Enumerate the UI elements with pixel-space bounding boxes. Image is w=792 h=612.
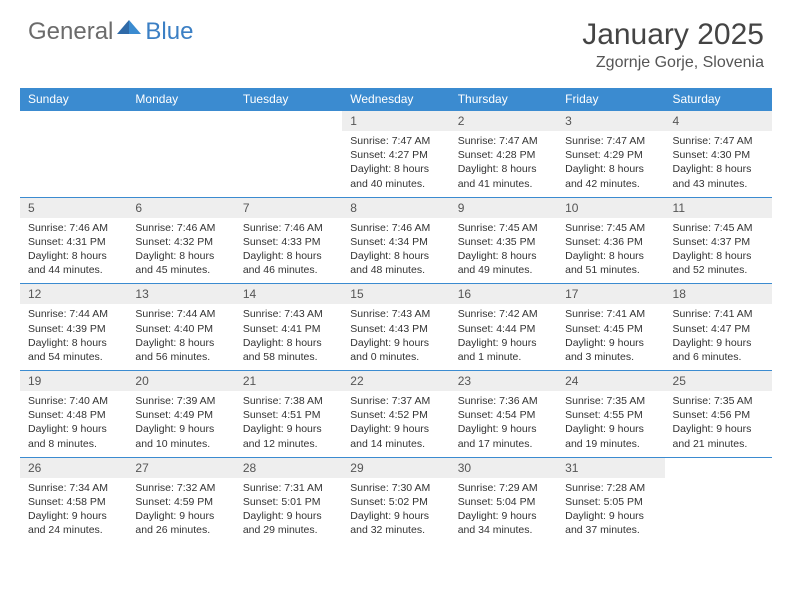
month-title: January 2025 [582,18,764,52]
day-detail-row: Sunrise: 7:34 AMSunset: 4:58 PMDaylight:… [20,478,772,544]
day-detail-cell: Sunrise: 7:43 AMSunset: 4:43 PMDaylight:… [342,304,449,370]
day-number-cell [665,457,772,478]
day-number-cell [127,111,234,132]
day-detail-cell: Sunrise: 7:43 AMSunset: 4:41 PMDaylight:… [235,304,342,370]
day-detail-cell: Sunrise: 7:41 AMSunset: 4:47 PMDaylight:… [665,304,772,370]
day-detail-cell: Sunrise: 7:35 AMSunset: 4:55 PMDaylight:… [557,391,664,457]
logo-text-blue: Blue [145,18,193,46]
calendar-table: SundayMondayTuesdayWednesdayThursdayFrid… [20,88,772,543]
header: General Blue January 2025 Zgornje Gorje,… [0,0,792,80]
weekday-header: Saturday [665,88,772,111]
day-detail-cell: Sunrise: 7:45 AMSunset: 4:35 PMDaylight:… [450,218,557,284]
day-number-row: 262728293031 [20,457,772,478]
location: Zgornje Gorje, Slovenia [582,54,764,72]
logo: General Blue [28,18,193,46]
day-number-cell: 19 [20,371,127,392]
day-number-cell: 22 [342,371,449,392]
day-number-cell: 4 [665,111,772,132]
weekday-header: Tuesday [235,88,342,111]
day-detail-cell: Sunrise: 7:31 AMSunset: 5:01 PMDaylight:… [235,478,342,544]
day-detail-cell: Sunrise: 7:46 AMSunset: 4:34 PMDaylight:… [342,218,449,284]
day-detail-cell: Sunrise: 7:46 AMSunset: 4:32 PMDaylight:… [127,218,234,284]
day-number-cell: 3 [557,111,664,132]
weekday-header: Friday [557,88,664,111]
day-detail-cell: Sunrise: 7:45 AMSunset: 4:37 PMDaylight:… [665,218,772,284]
day-detail-row: Sunrise: 7:46 AMSunset: 4:31 PMDaylight:… [20,218,772,284]
day-number-cell: 28 [235,457,342,478]
day-number-cell: 11 [665,197,772,218]
day-detail-cell [235,131,342,197]
weekday-header-row: SundayMondayTuesdayWednesdayThursdayFrid… [20,88,772,111]
weekday-header: Monday [127,88,234,111]
day-detail-cell: Sunrise: 7:44 AMSunset: 4:40 PMDaylight:… [127,304,234,370]
day-detail-cell: Sunrise: 7:47 AMSunset: 4:29 PMDaylight:… [557,131,664,197]
day-number-cell: 2 [450,111,557,132]
day-number-cell: 6 [127,197,234,218]
day-detail-row: Sunrise: 7:47 AMSunset: 4:27 PMDaylight:… [20,131,772,197]
day-number-cell: 21 [235,371,342,392]
weekday-header: Sunday [20,88,127,111]
day-number-cell: 10 [557,197,664,218]
day-detail-cell: Sunrise: 7:46 AMSunset: 4:31 PMDaylight:… [20,218,127,284]
logo-mark-icon [117,18,143,41]
day-number-cell: 16 [450,284,557,305]
day-number-cell: 5 [20,197,127,218]
day-number-cell: 7 [235,197,342,218]
day-number-cell: 25 [665,371,772,392]
day-detail-cell [127,131,234,197]
day-number-cell: 17 [557,284,664,305]
day-detail-cell: Sunrise: 7:39 AMSunset: 4:49 PMDaylight:… [127,391,234,457]
title-block: January 2025 Zgornje Gorje, Slovenia [582,18,764,72]
day-detail-cell: Sunrise: 7:34 AMSunset: 4:58 PMDaylight:… [20,478,127,544]
day-detail-row: Sunrise: 7:40 AMSunset: 4:48 PMDaylight:… [20,391,772,457]
day-number-cell [235,111,342,132]
day-detail-cell: Sunrise: 7:40 AMSunset: 4:48 PMDaylight:… [20,391,127,457]
day-number-cell: 20 [127,371,234,392]
day-number-cell: 8 [342,197,449,218]
day-detail-cell [20,131,127,197]
day-number-cell: 23 [450,371,557,392]
day-number-cell: 31 [557,457,664,478]
day-detail-cell: Sunrise: 7:45 AMSunset: 4:36 PMDaylight:… [557,218,664,284]
day-detail-cell: Sunrise: 7:32 AMSunset: 4:59 PMDaylight:… [127,478,234,544]
day-number-cell: 27 [127,457,234,478]
day-number-row: 12131415161718 [20,284,772,305]
day-number-cell: 1 [342,111,449,132]
day-detail-cell: Sunrise: 7:37 AMSunset: 4:52 PMDaylight:… [342,391,449,457]
day-detail-cell: Sunrise: 7:46 AMSunset: 4:33 PMDaylight:… [235,218,342,284]
day-detail-cell: Sunrise: 7:36 AMSunset: 4:54 PMDaylight:… [450,391,557,457]
weekday-header: Wednesday [342,88,449,111]
day-detail-cell: Sunrise: 7:35 AMSunset: 4:56 PMDaylight:… [665,391,772,457]
day-number-cell: 18 [665,284,772,305]
day-number-cell: 15 [342,284,449,305]
logo-text-general: General [28,18,113,46]
day-detail-cell: Sunrise: 7:41 AMSunset: 4:45 PMDaylight:… [557,304,664,370]
day-detail-cell: Sunrise: 7:30 AMSunset: 5:02 PMDaylight:… [342,478,449,544]
day-detail-cell: Sunrise: 7:47 AMSunset: 4:27 PMDaylight:… [342,131,449,197]
weekday-header: Thursday [450,88,557,111]
day-number-cell: 9 [450,197,557,218]
day-detail-cell: Sunrise: 7:29 AMSunset: 5:04 PMDaylight:… [450,478,557,544]
day-detail-cell: Sunrise: 7:47 AMSunset: 4:30 PMDaylight:… [665,131,772,197]
day-number-cell: 30 [450,457,557,478]
day-number-row: 1234 [20,111,772,132]
day-detail-cell: Sunrise: 7:47 AMSunset: 4:28 PMDaylight:… [450,131,557,197]
day-number-row: 19202122232425 [20,371,772,392]
day-detail-cell: Sunrise: 7:44 AMSunset: 4:39 PMDaylight:… [20,304,127,370]
day-number-cell: 13 [127,284,234,305]
day-detail-cell: Sunrise: 7:28 AMSunset: 5:05 PMDaylight:… [557,478,664,544]
day-number-cell: 12 [20,284,127,305]
day-detail-cell: Sunrise: 7:42 AMSunset: 4:44 PMDaylight:… [450,304,557,370]
day-number-cell: 14 [235,284,342,305]
day-detail-cell [665,478,772,544]
day-number-cell [20,111,127,132]
day-number-cell: 24 [557,371,664,392]
day-number-cell: 26 [20,457,127,478]
day-detail-row: Sunrise: 7:44 AMSunset: 4:39 PMDaylight:… [20,304,772,370]
day-detail-cell: Sunrise: 7:38 AMSunset: 4:51 PMDaylight:… [235,391,342,457]
day-number-cell: 29 [342,457,449,478]
day-number-row: 567891011 [20,197,772,218]
